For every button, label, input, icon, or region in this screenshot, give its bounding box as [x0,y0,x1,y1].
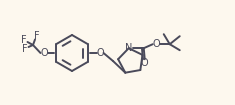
Text: F: F [34,31,40,41]
Text: O: O [40,48,48,58]
Text: O: O [153,39,161,49]
Text: F: F [21,35,27,45]
Text: O: O [141,58,149,68]
Text: F: F [22,44,28,54]
Text: N: N [125,43,133,53]
Text: O: O [96,48,104,58]
